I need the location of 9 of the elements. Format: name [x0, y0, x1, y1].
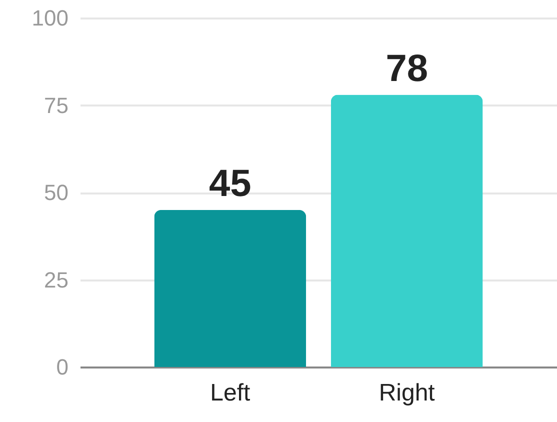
y-tick-label: 25 — [44, 267, 68, 292]
y-tick-label: 100 — [32, 6, 68, 30]
data-label: 78 — [386, 48, 428, 90]
x-tick-label: Left — [210, 380, 251, 406]
y-tick-label: 50 — [44, 180, 68, 205]
data-label: 45 — [209, 162, 252, 205]
y-tick-label: 0 — [56, 354, 68, 380]
x-tick-label: Right — [378, 380, 436, 406]
y-tick-label: 75 — [44, 92, 68, 118]
